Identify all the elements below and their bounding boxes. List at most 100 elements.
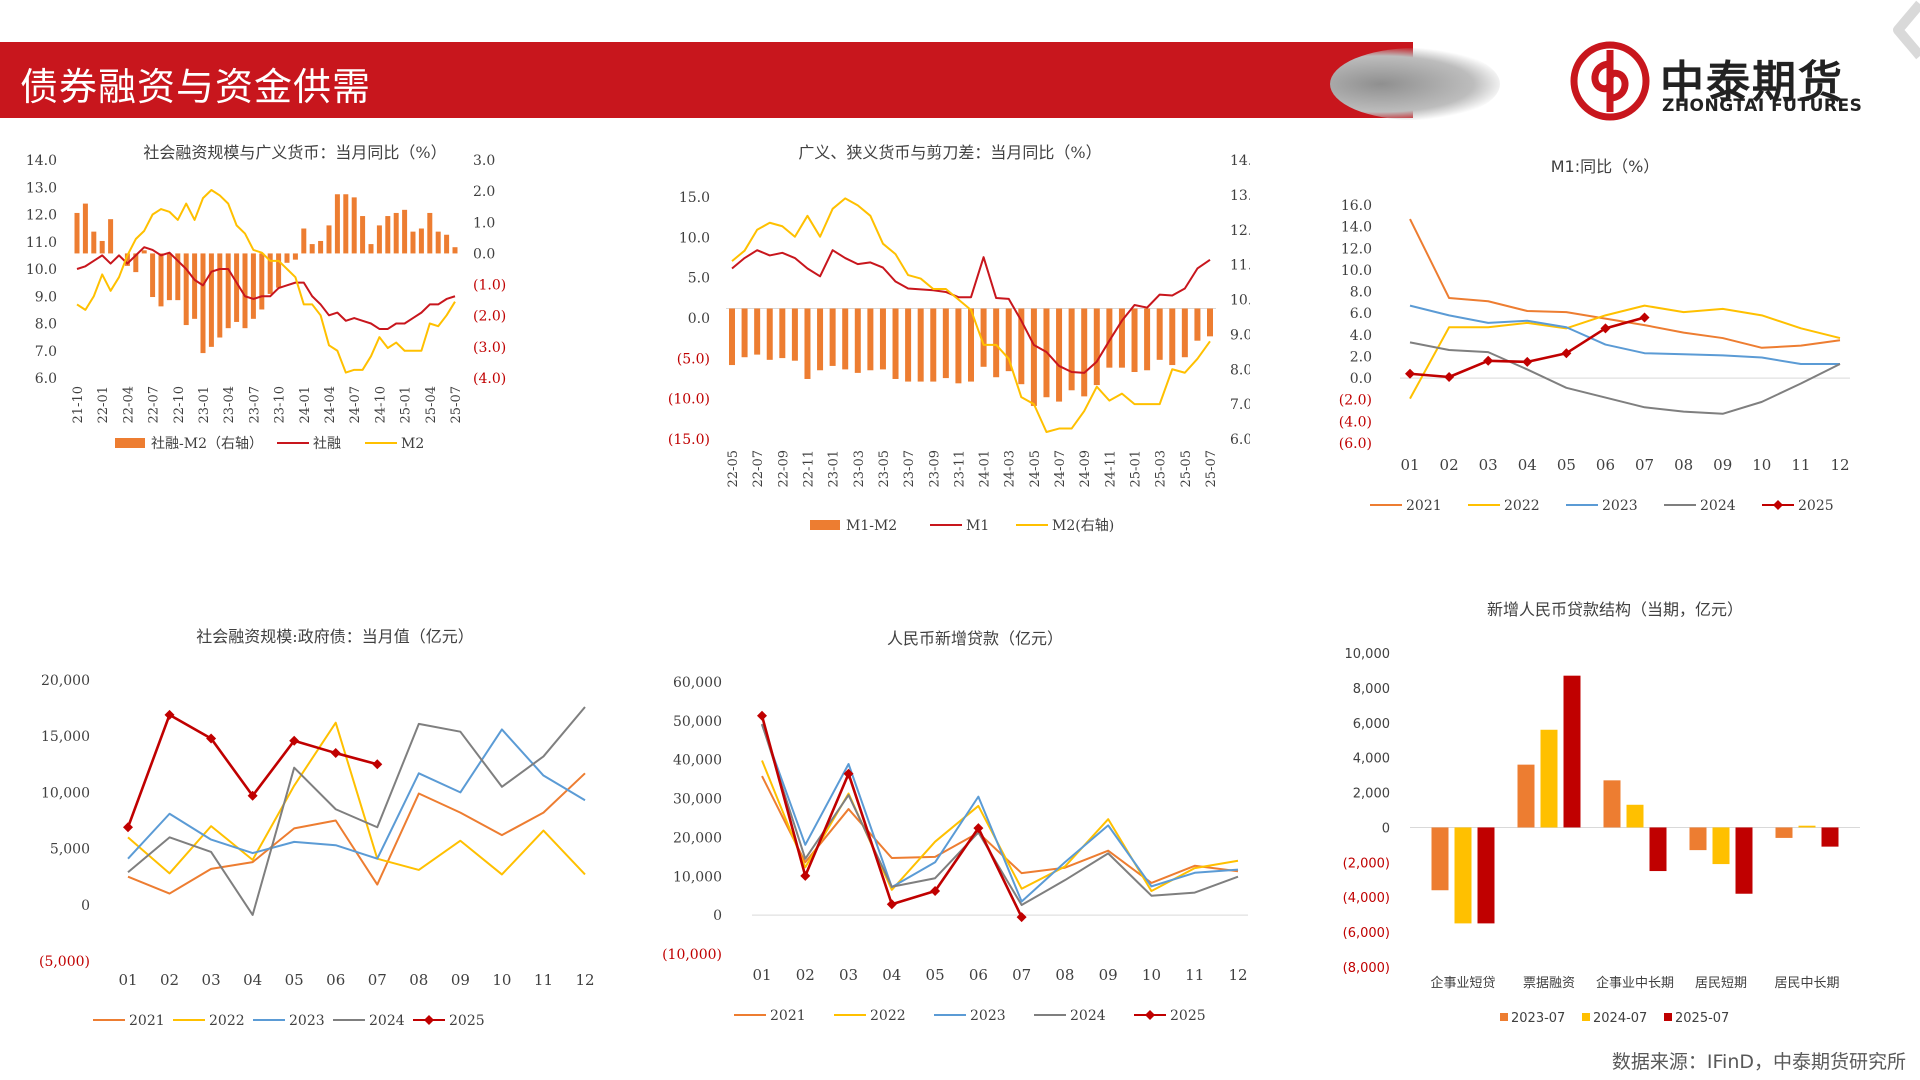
x-tick-label: 01: [752, 966, 771, 984]
x-tick-label: 07: [1012, 966, 1031, 984]
bar-m1-m2: [955, 308, 962, 384]
legend-item-label: 2024: [1070, 1008, 1106, 1024]
x-tick-label: 06: [1596, 456, 1615, 474]
bar-m1-m2: [817, 308, 824, 371]
x-tick-label: 23-03: [852, 450, 867, 487]
company-logo: 中泰期货 ZHONGTAI FUTURES: [1565, 40, 1920, 122]
y-tick-label: 2.0: [1350, 349, 1372, 365]
legend-label: 2025-07: [1675, 1011, 1729, 1026]
line-m1: [731, 249, 1211, 374]
x-tick-label: 21-10: [71, 386, 86, 423]
line-2025: [1409, 316, 1645, 379]
legend-item-label: 社融-M2（右轴）: [151, 436, 263, 452]
legend-item-label: 2025: [1170, 1008, 1206, 1024]
bar-m1-m2: [1106, 308, 1113, 368]
marker-2025: [372, 759, 383, 770]
x-tick-label: 11: [1791, 456, 1810, 474]
marker-2025: [800, 870, 811, 881]
x-tick-label: 07: [368, 971, 387, 989]
legend-item-label: M1: [966, 518, 989, 534]
x-tick-label: 09: [451, 971, 470, 989]
x-tick-label: 08: [1055, 966, 1074, 984]
chart-title: 新增人民币贷款结构（当期，亿元）: [1487, 600, 1743, 619]
bar-m1-m2: [867, 308, 874, 371]
chart-m1-yoy-by-year: M1:同比（%） 16.0 14.0 12.0 10.0 8.0 6.0 4.0 2.0 0.0 (…: [1320, 150, 1870, 520]
bar-sf-m2: [108, 219, 114, 254]
bar-sf-m2: [334, 194, 340, 254]
marker-2025: [1444, 372, 1455, 383]
x-tick-label: 09: [1713, 456, 1732, 474]
legend-item-swatch: [810, 520, 840, 530]
x-tick-label: 24-01: [298, 386, 313, 423]
bar-m1-m2: [1093, 308, 1100, 386]
bar-sf-m2: [284, 253, 290, 263]
marker-2025: [1600, 323, 1611, 334]
y-left-tick-label: 0.0: [688, 311, 710, 327]
bar-m1-m2: [754, 308, 761, 355]
y-left-tick-label: 15.0: [679, 190, 710, 206]
y-left-tick-label: 12.0: [26, 208, 57, 224]
marker-2025: [1405, 368, 1415, 379]
bar-sf-m2: [200, 253, 206, 354]
marker-2025: [123, 822, 133, 833]
bar-sf-m2: [376, 225, 382, 254]
bar-m1-m2: [905, 308, 912, 382]
y-tick-label: 0: [1382, 821, 1390, 836]
line-2021: [1409, 218, 1841, 349]
legend-item-marker: [1145, 1010, 1155, 1020]
y-tick-label: 50,000: [673, 714, 722, 730]
banner-shadow: [1330, 48, 1500, 120]
legend-item-marker: [424, 1015, 434, 1025]
bar-m1-m2: [741, 308, 748, 358]
legend-item-swatch: [115, 438, 145, 448]
bar-m1-m2: [842, 308, 849, 370]
x-tick-label: 03: [839, 966, 858, 984]
bar-sf-m2: [82, 203, 88, 254]
chart-loan-structure: 新增人民币贷款结构（当期，亿元） 10,000 8,000 6,000 4,000 2,0…: [1320, 595, 1890, 1035]
y-left-tick-label: (5.0): [677, 351, 710, 367]
logo-english-name: ZHONGTAI FUTURES: [1662, 96, 1863, 116]
line-2024: [1409, 341, 1841, 415]
marker-2025: [289, 735, 300, 746]
marker-2025: [1016, 912, 1027, 923]
marker-2025: [886, 899, 897, 910]
bar-2025-07: [1649, 827, 1667, 872]
y-tick-label: 2,000: [1353, 787, 1390, 802]
bar-sf-m2: [301, 228, 307, 254]
bar-2023-07: [1431, 827, 1449, 891]
x-tick-label: 10: [492, 971, 511, 989]
bar-m1-m2: [829, 308, 836, 366]
y-left-tick-label: 14.0: [26, 153, 57, 169]
bar-sf-m2: [360, 216, 366, 254]
bar-m1-m2: [879, 308, 886, 370]
x-tick-label: 02: [796, 966, 815, 984]
x-tick-label: 23-09: [927, 450, 942, 487]
bar-m1-m2: [1056, 308, 1063, 402]
data-source-note: 数据来源：IFinD，中泰期货研究所: [1611, 1051, 1906, 1073]
y-tick-label: 6,000: [1353, 717, 1390, 732]
marker-2025: [164, 709, 175, 720]
legend-item-label: 2024: [1700, 498, 1736, 514]
y-tick-label: 60,000: [673, 675, 722, 691]
bar-sf-m2: [141, 250, 147, 254]
x-tick-label: 25-03: [1154, 450, 1169, 487]
chart-sf-m2-yoy: 社会融资规模与广义货币：当月同比（%） 14.0 13.0 12.0 11.0 10.0 9…: [15, 140, 575, 570]
line-2024: [761, 723, 1239, 907]
marker-2025: [330, 748, 341, 759]
bar-sf-m2: [368, 244, 374, 254]
x-tick-label: 04: [1518, 456, 1537, 474]
y-tick-label: (10,000): [662, 947, 722, 963]
x-tick-label: 23-01: [197, 386, 212, 423]
chart-government-bonds: 社会融资规模:政府债：当月值（亿元） 20,000 15,000 10,000 5,00…: [15, 620, 615, 1040]
bar-sf-m2: [158, 253, 164, 307]
marker-2025: [247, 790, 258, 801]
line-2021: [761, 775, 1239, 884]
marker-2025: [757, 710, 767, 721]
marker-2025: [1483, 355, 1494, 366]
y-right-tick-label: (3.0): [473, 340, 506, 356]
legend-item-label: 2021: [1406, 498, 1442, 514]
y-left-tick-label: 5.0: [688, 271, 710, 287]
x-tick-label: 25-01: [1129, 450, 1144, 487]
x-tick-label: 25-07: [1204, 450, 1219, 487]
x-category-label: 居民短期: [1695, 976, 1747, 991]
